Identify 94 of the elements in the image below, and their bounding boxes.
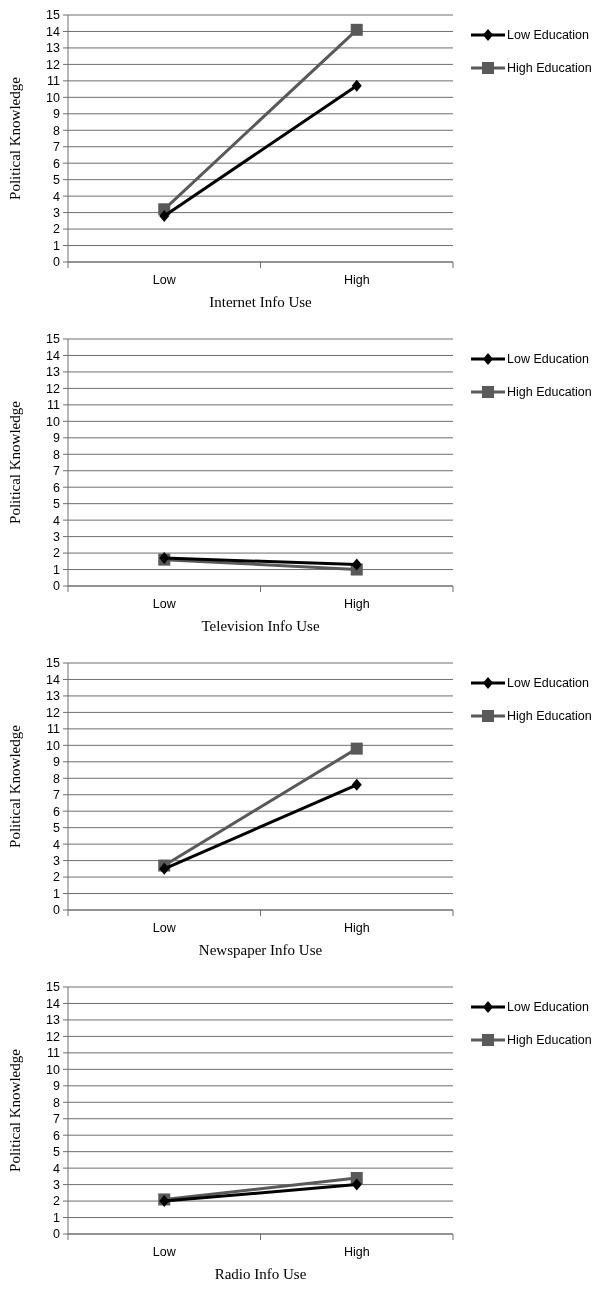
y-tick-label: 2: [53, 870, 61, 885]
y-tick-label: 9: [53, 431, 61, 446]
legend-label: Low Education: [507, 28, 590, 43]
x-tick-label: Low: [152, 921, 177, 935]
legend-label: High Education: [507, 709, 592, 724]
point: [351, 79, 362, 92]
y-axis-title: Political Knowledge: [7, 76, 23, 200]
y-tick-label: 11: [47, 74, 61, 89]
y-tick-label: 6: [53, 480, 61, 495]
y-tick-label: 1: [53, 1210, 61, 1225]
y-tick-label: 15: [46, 8, 61, 23]
y-tick-label: 9: [53, 755, 61, 770]
y-axis-title: Political Knowledge: [7, 400, 23, 524]
y-tick-label: 13: [46, 365, 61, 380]
y-tick-label: 12: [46, 1029, 61, 1044]
y-tick-label: 0: [53, 903, 61, 918]
point: [351, 1178, 362, 1191]
y-tick-label: 15: [46, 332, 61, 347]
x-axis-title: Internet Info Use: [209, 294, 313, 310]
y-tick-label: 0: [53, 255, 61, 270]
y-tick-label: 7: [53, 788, 61, 803]
y-tick-label: 12: [46, 705, 61, 720]
point: [350, 742, 363, 755]
legend-label: Low Education: [507, 352, 590, 367]
x-tick-label: High: [343, 597, 370, 611]
y-axis-title: Political Knowledge: [7, 1048, 23, 1172]
y-tick-label: 13: [46, 41, 61, 56]
y-tick-label: 8: [53, 123, 61, 138]
y-tick-label: 1: [53, 238, 61, 253]
y-tick-label: 6: [53, 804, 61, 819]
y-tick-label: 10: [46, 738, 61, 753]
y-tick-label: 4: [53, 189, 61, 204]
y-tick-label: 11: [47, 1046, 61, 1061]
y-tick-label: 11: [47, 722, 61, 737]
point: [159, 209, 170, 222]
legend-label: High Education: [507, 385, 592, 400]
point: [350, 23, 363, 36]
x-tick-label: Low: [152, 1245, 177, 1259]
y-tick-label: 2: [53, 222, 61, 237]
y-tick-label: 10: [46, 90, 61, 105]
y-tick-label: 14: [46, 24, 61, 39]
y-tick-label: 11: [47, 398, 61, 413]
x-tick-label: Low: [152, 597, 177, 611]
y-tick-label: 1: [53, 886, 61, 901]
x-tick-label: High: [343, 273, 370, 287]
y-tick-label: 3: [53, 1177, 61, 1192]
y-tick-label: 0: [53, 579, 61, 594]
x-axis-title: Television Info Use: [201, 618, 320, 634]
y-tick-label: 3: [53, 529, 61, 544]
y-tick-label: 10: [46, 414, 61, 429]
y-tick-label: 4: [53, 513, 61, 528]
y-tick-label: 6: [53, 156, 61, 171]
x-axis-title: Newspaper Info Use: [198, 942, 323, 958]
y-tick-label: 15: [46, 980, 61, 995]
x-tick-label: High: [343, 1245, 370, 1259]
y-tick-label: 4: [53, 837, 61, 852]
legend-label: Low Education: [507, 676, 590, 691]
y-tick-label: 12: [46, 57, 61, 72]
y-axis-title: Political Knowledge: [7, 724, 23, 848]
x-tick-label: Low: [152, 273, 177, 287]
y-tick-label: 5: [53, 497, 61, 512]
y-tick-label: 2: [53, 546, 61, 561]
y-tick-label: 7: [53, 464, 61, 479]
y-tick-label: 1: [53, 562, 61, 577]
y-tick-label: 14: [46, 672, 61, 687]
y-tick-label: 9: [53, 1079, 61, 1094]
y-tick-label: 9: [53, 107, 61, 122]
y-tick-label: 3: [53, 205, 61, 220]
y-tick-label: 8: [53, 771, 61, 786]
point: [351, 778, 362, 791]
y-tick-label: 15: [46, 656, 61, 671]
y-tick-label: 14: [46, 348, 61, 363]
y-tick-label: 10: [46, 1062, 61, 1077]
y-tick-label: 7: [53, 140, 61, 155]
y-tick-label: 5: [53, 1145, 61, 1160]
y-tick-label: 5: [53, 173, 61, 188]
y-tick-label: 7: [53, 1112, 61, 1127]
y-tick-label: 8: [53, 1095, 61, 1110]
y-tick-label: 0: [53, 1227, 61, 1242]
y-tick-label: 13: [46, 689, 61, 704]
y-tick-label: 13: [46, 1013, 61, 1028]
y-tick-label: 5: [53, 821, 61, 836]
y-tick-label: 14: [46, 996, 61, 1011]
x-tick-label: High: [343, 921, 370, 935]
y-tick-label: 8: [53, 447, 61, 462]
y-tick-label: 2: [53, 1194, 61, 1209]
y-tick-label: 3: [53, 853, 61, 868]
legend-label: Low Education: [507, 1000, 590, 1015]
y-tick-label: 12: [46, 381, 61, 396]
legend-label: High Education: [507, 61, 592, 76]
y-tick-label: 6: [53, 1128, 61, 1143]
x-axis-title: Radio Info Use: [214, 1266, 307, 1282]
legend-label: High Education: [507, 1033, 592, 1048]
y-tick-label: 4: [53, 1161, 61, 1176]
